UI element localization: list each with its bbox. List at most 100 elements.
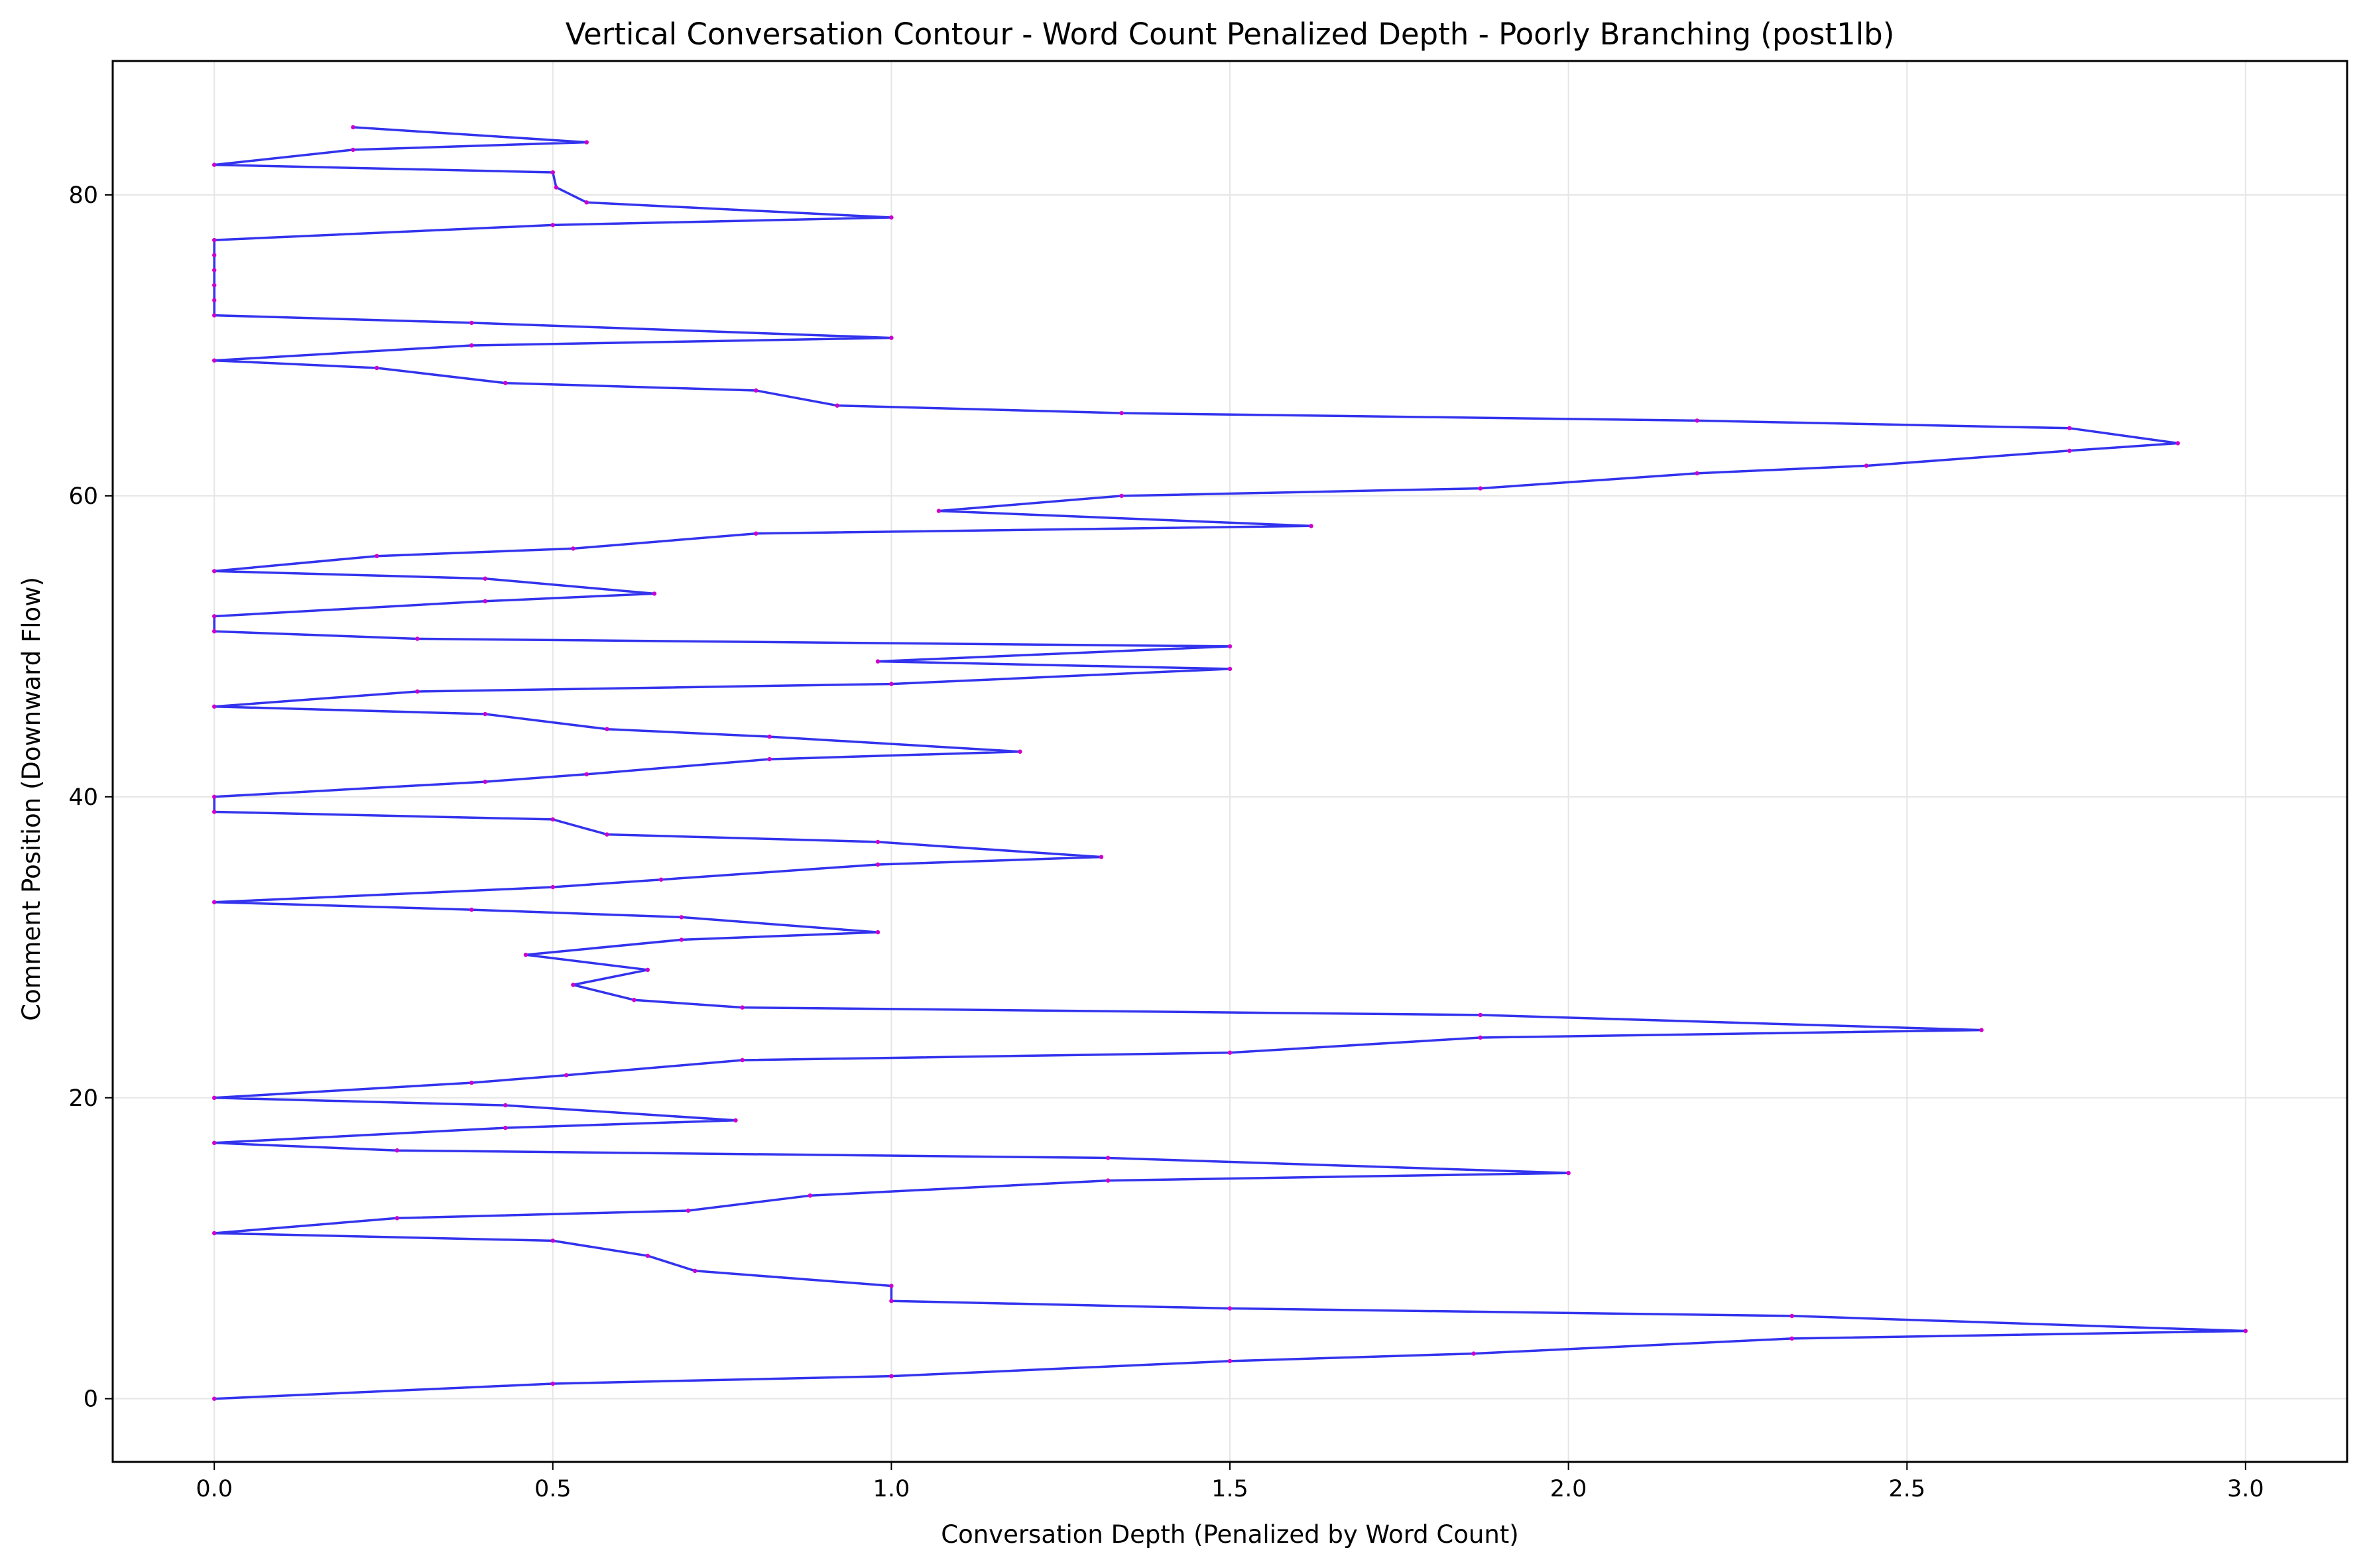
data-point [1106,1156,1111,1160]
data-point [469,320,474,326]
data-point [1790,1313,1794,1319]
data-point [469,1080,474,1085]
data-point [754,388,759,393]
data-point [1864,463,1869,468]
data-point [1099,855,1104,859]
data-point [212,1231,217,1236]
data-point [554,185,559,190]
data-point [1478,1012,1483,1018]
data-point [1478,486,1483,491]
data-point [889,682,894,686]
data-point [1227,1306,1233,1311]
data-point [550,223,555,227]
data-point [483,711,487,717]
data-point [875,862,880,867]
data-point [1227,1050,1233,1055]
data-point [469,343,474,348]
data-point [889,1284,894,1288]
data-point [2175,441,2180,446]
data-point [2067,448,2072,453]
data-point [571,546,576,551]
data-point [1119,410,1124,416]
data-point [212,900,217,904]
data-point [1309,524,1313,528]
data-point [1227,644,1233,649]
data-point [212,253,217,257]
data-point [2067,426,2072,430]
data-point [351,147,355,152]
data-point [889,1374,894,1378]
data-point [584,200,589,205]
data-point [375,554,379,558]
data-point [1695,418,1699,423]
data-point [1119,493,1124,499]
data-point [212,1140,217,1146]
data-point [889,335,894,340]
data-point [754,531,759,536]
x-tick-label: 1.5 [1211,1476,1248,1502]
data-point [469,907,474,912]
data-point [1790,1336,1794,1341]
series-line [213,126,2247,1400]
data-point [936,509,941,513]
data-point [571,983,576,987]
data-point [394,1148,400,1153]
data-point [659,877,664,882]
data-point [679,937,684,942]
y-tick-label: 60 [68,483,98,510]
data-point [2243,1329,2248,1333]
data-point [212,1396,217,1401]
y-tick-label: 20 [68,1085,98,1112]
data-point [550,1381,555,1386]
x-tick-label: 2.0 [1550,1476,1587,1502]
data-point [767,756,772,762]
data-point [1979,1028,1984,1032]
data-point [523,952,528,957]
data-point [503,1103,508,1108]
data-point [1227,1358,1233,1364]
x-axis-ticks: 0.0 0.5 1.0 1.5 2.0 2.5 3.0 [196,1462,2264,1502]
x-axis-label: Conversation Depth (Penalized by Word Co… [941,1520,1518,1549]
data-point [645,967,650,973]
data-point [351,125,355,130]
data-point [550,1238,555,1243]
data-point [212,162,217,167]
x-tick-label: 3.0 [2227,1476,2264,1502]
y-tick-label: 0 [84,1386,98,1413]
x-tick-label: 1.0 [873,1476,910,1502]
y-axis-label: Comment Position (Downward Flow) [17,577,46,1021]
data-point [503,381,508,385]
data-point [212,268,217,272]
x-tick-label: 0.0 [196,1476,233,1502]
data-point [212,1095,217,1101]
data-point [733,1118,738,1123]
data-point [394,1216,400,1221]
data-point [645,1253,650,1258]
data-point [375,365,379,371]
data-point [875,839,880,845]
data-point [584,140,589,145]
data-point [740,1005,745,1010]
data-point [1695,471,1699,476]
data-point [503,1125,508,1130]
data-point [632,998,637,1002]
data-point [875,659,880,664]
data-point [212,704,217,709]
data-point [212,283,217,288]
data-point [808,1193,813,1198]
x-tick-label: 0.5 [534,1476,572,1502]
plot-series [212,125,2248,1401]
data-point [212,794,217,800]
data-point [767,734,772,739]
data-point [212,313,217,318]
data-point [564,1073,569,1077]
data-point [212,358,217,363]
data-point [550,170,555,175]
chart-title: Vertical Conversation Contour - Word Cou… [566,17,1895,52]
data-point [693,1268,698,1274]
data-point [1106,1178,1111,1183]
data-point [875,930,880,935]
data-point [1478,1035,1483,1040]
